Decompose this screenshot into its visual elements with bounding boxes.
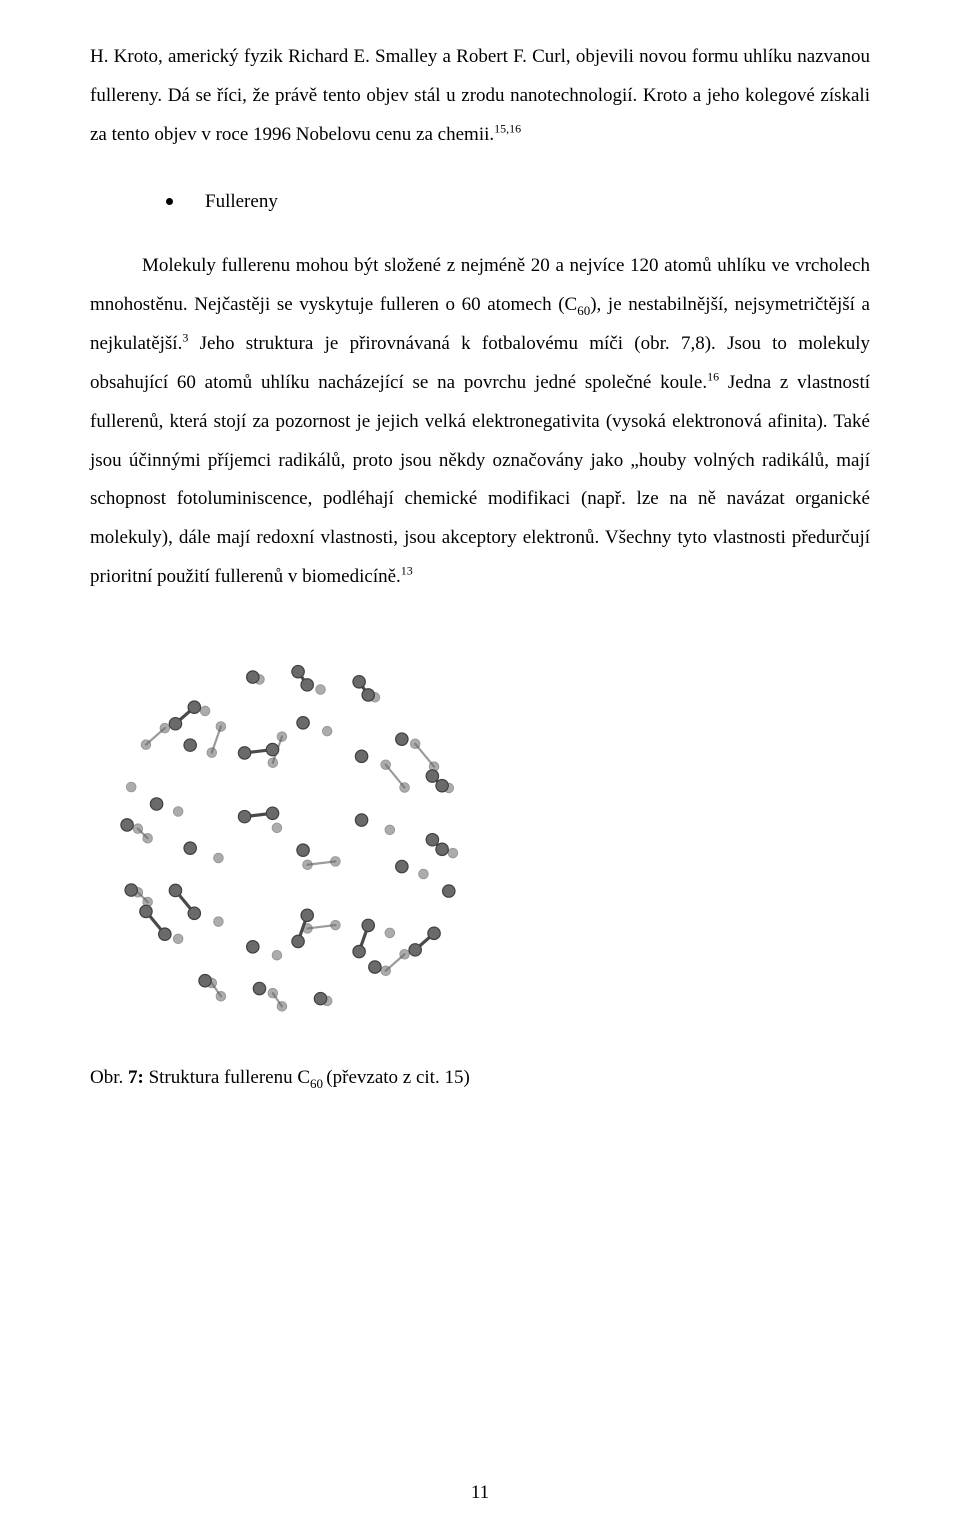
- text: Obr.: [90, 1067, 128, 1088]
- caption-number: 7:: [128, 1067, 144, 1088]
- page: H. Kroto, americký fyzik Richard E. Smal…: [0, 0, 960, 1534]
- paragraph-body: Molekuly fullerenu mohou být složené z n…: [90, 247, 870, 597]
- text: Jedna z vlastností fullerenů, která stoj…: [90, 372, 870, 588]
- subscript: 60: [310, 1076, 326, 1091]
- citation-sup: 15,16: [494, 122, 521, 136]
- text: H. Kroto, americký fyzik Richard E. Smal…: [90, 46, 870, 145]
- text: Struktura fullerenu C: [144, 1067, 310, 1088]
- figure-caption: Obr. 7: Struktura fullerenu C60 (převzat…: [90, 1067, 870, 1089]
- citation-sup: 13: [401, 564, 413, 578]
- bullet-dot-icon: [166, 198, 173, 205]
- citation-sup: 16: [707, 369, 719, 383]
- text: (převzato z cit. 15): [326, 1067, 469, 1088]
- bullet-label: Fullereny: [205, 191, 278, 213]
- paragraph-intro: H. Kroto, americký fyzik Richard E. Smal…: [90, 38, 870, 155]
- fullerene-structure-icon: [90, 631, 490, 1031]
- subscript: 60: [577, 303, 590, 318]
- figure-fullerene: [90, 631, 870, 1031]
- bullet-fullereny: Fullereny: [166, 191, 870, 213]
- page-number: 11: [0, 1482, 960, 1504]
